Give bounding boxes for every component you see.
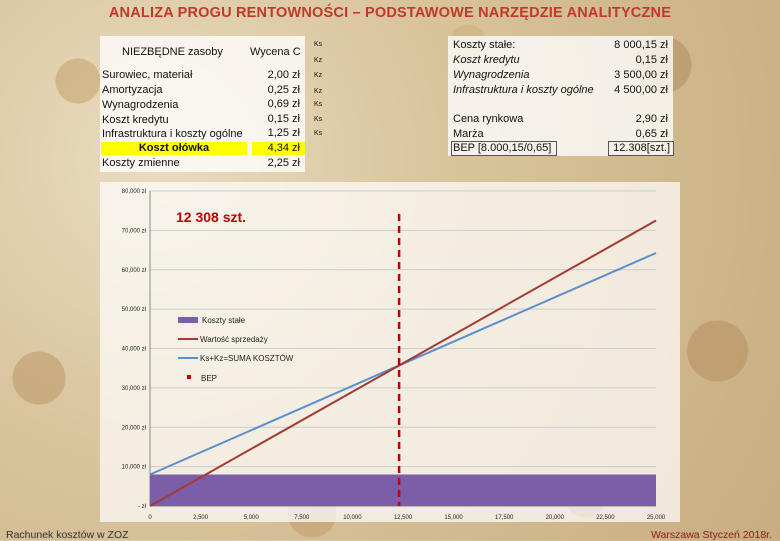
y-tick-label: 30,000 zł xyxy=(122,386,147,392)
resource-row-value: 0,25 zł xyxy=(267,84,300,96)
x-tick-label: 22,500 xyxy=(596,515,615,521)
market-row-value: 2,90 zł xyxy=(635,113,668,125)
fixed-costs-area xyxy=(150,474,656,506)
legend-label: Ks+Kz=SUMA KOSZTÓW xyxy=(200,354,294,363)
footer-right: Warszawa Styczeń 2018r. xyxy=(651,529,772,541)
x-tick-label: 17,500 xyxy=(495,515,514,521)
fixed-cost-row-name: Infrastruktura i koszty ogólne xyxy=(453,84,594,96)
x-tick-label: 15,000 xyxy=(444,515,463,521)
resource-row-value: 1,25 zł xyxy=(267,127,300,139)
legend-swatch-fixed xyxy=(178,317,198,323)
pencil-cost-highlight xyxy=(101,142,247,155)
fixed-cost-row-name: Wynagrodzenia xyxy=(453,69,530,81)
fixed-costs-table xyxy=(448,36,673,156)
cost-code: Kz xyxy=(314,57,323,64)
y-tick-label: 80,000 zł xyxy=(122,189,147,195)
market-row-name: BEP [8.000,15/0,65] xyxy=(453,142,552,154)
bep-value-box xyxy=(608,141,674,156)
legend-label: Koszty stałe xyxy=(202,316,246,325)
market-row-name: Marża xyxy=(453,128,484,140)
market-row-value: 0,65 zł xyxy=(635,128,668,140)
resource-row-name: Amortyzacja xyxy=(102,84,163,96)
resources-header-value: Wycena C xyxy=(250,46,301,58)
x-tick-label: 25,000 xyxy=(647,515,666,521)
variable-costs-label: Koszty zmienne xyxy=(102,157,180,169)
pencil-cost-value-highlight xyxy=(252,142,305,155)
x-tick-label: 2,500 xyxy=(193,515,209,521)
cost-code: Ks xyxy=(314,101,323,108)
bep-label: 12 308 szt. xyxy=(176,209,246,225)
resource-row-name: Infrastruktura i koszty ogólne xyxy=(102,128,243,140)
legend-label: BEP xyxy=(201,374,217,383)
cost-code: Ks xyxy=(314,41,323,48)
resource-row-name: Koszt kredytu xyxy=(102,114,169,126)
resource-row-name: Wynagrodzenia xyxy=(102,99,179,111)
legend-swatch-bep xyxy=(187,375,191,379)
x-tick-label: 12,500 xyxy=(394,515,413,521)
cost-code: Ks xyxy=(314,130,323,137)
fixed-costs-header: Koszty stałe: xyxy=(453,39,516,51)
resource-row-value: 0,69 zł xyxy=(267,98,300,110)
fixed-cost-row-value: 0,15 zł xyxy=(635,54,668,66)
x-tick-label: 20,000 xyxy=(546,515,565,521)
resource-row-value: 2,00 zł xyxy=(267,69,300,81)
resources-header-name: NIEZBĘDNE zasoby xyxy=(122,46,223,58)
legend-label: Wartość sprzedaży xyxy=(200,335,268,344)
fixed-cost-row-name: Koszt kredytu xyxy=(453,54,520,66)
y-tick-label: 10,000 zł xyxy=(122,465,147,471)
pencil-cost-label: Koszt ołówka xyxy=(138,142,210,154)
x-tick-label: 0 xyxy=(148,515,152,521)
market-row-name: Cena rynkowa xyxy=(453,113,524,125)
fixed-costs-header-value: 8 000,15 zł xyxy=(614,39,668,51)
y-tick-label: 60,000 zł xyxy=(122,268,147,274)
cost-code: Kz xyxy=(314,88,323,95)
cost-code: Ks xyxy=(314,116,323,123)
cost-code: Kz xyxy=(314,72,323,79)
sales-value-line xyxy=(149,219,657,507)
fixed-cost-row-value: 3 500,00 zł xyxy=(614,69,668,81)
y-tick-label: 20,000 zł xyxy=(122,425,147,431)
chart-area xyxy=(100,182,680,522)
x-tick-label: 10,000 xyxy=(343,515,362,521)
market-row-value: 12.308[szt.] xyxy=(613,142,670,154)
resource-row-value: 0,15 zł xyxy=(267,113,300,125)
x-tick-label: 5,000 xyxy=(244,515,260,521)
fixed-cost-row-value: 4 500,00 zł xyxy=(614,84,668,96)
resource-row-name: Surowiec, materiał xyxy=(102,69,193,81)
footer-left: Rachunek kosztów w ZOZ xyxy=(6,529,129,541)
y-tick-label: 50,000 zł xyxy=(122,307,147,313)
bep-label-box xyxy=(451,141,557,156)
variable-costs-value: 2,25 zł xyxy=(267,157,300,169)
x-tick-label: 7,500 xyxy=(294,515,310,521)
y-tick-label: 70,000 zł xyxy=(122,228,147,234)
pencil-cost-value: 4,34 zł xyxy=(267,142,300,154)
page-title: ANALIZA PROGU RENTOWNOŚCI – PODSTAWOWE N… xyxy=(108,5,672,21)
y-tick-label: - zł xyxy=(138,504,147,510)
y-tick-label: 40,000 zł xyxy=(122,347,147,353)
